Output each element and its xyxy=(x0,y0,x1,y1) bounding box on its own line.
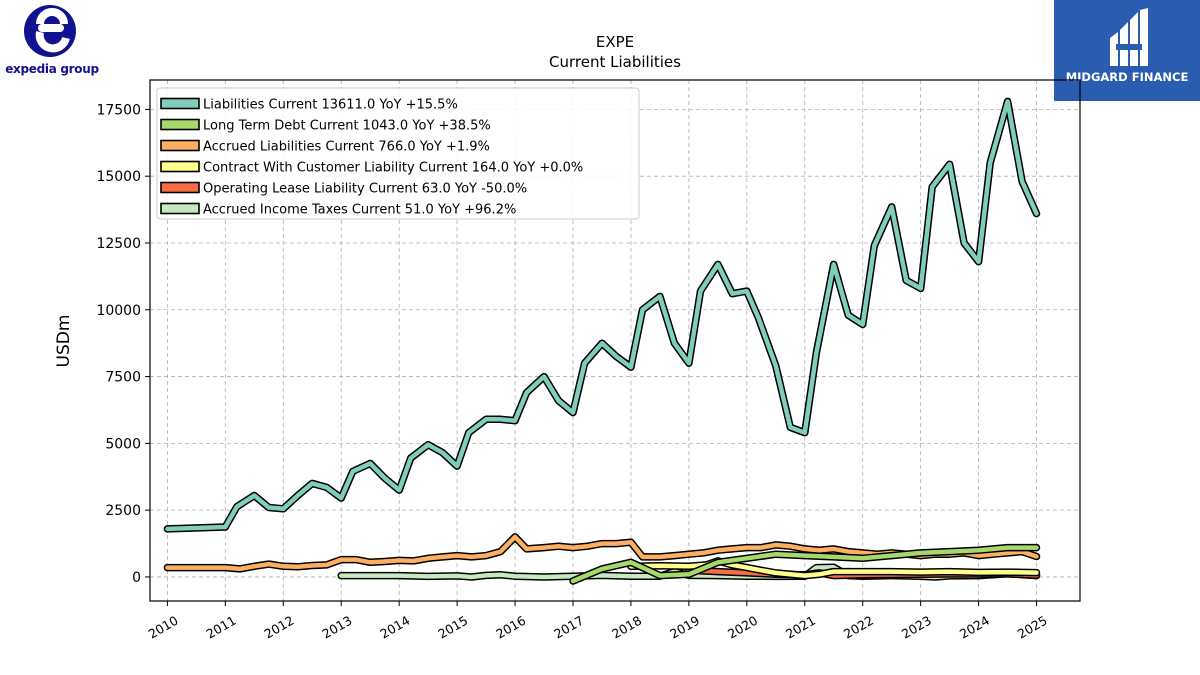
legend-label: Accrued Income Taxes Current 51.0 YoY +9… xyxy=(203,203,516,218)
expedia-group-logo: expedia group xyxy=(4,4,100,80)
y-tick-label: 5000 xyxy=(105,436,141,452)
series-line xyxy=(570,545,1039,584)
y-tick-label: 17500 xyxy=(96,102,141,118)
x-tick-label: 2021 xyxy=(783,613,818,642)
legend-label: Contract With Customer Liability Current… xyxy=(203,161,583,176)
midgard-logo-icon xyxy=(1110,8,1148,66)
legend-swatch xyxy=(160,181,200,194)
legend-box xyxy=(156,87,640,220)
y-tick-label: 15000 xyxy=(96,169,141,185)
x-tick-label: 2015 xyxy=(435,613,470,642)
legend: Liabilities Current 13611.0 YoY +15.5% Lo… xyxy=(156,87,640,220)
midgard-finance-logo: MIDGARD FINANCE xyxy=(1054,0,1200,101)
plot-frame xyxy=(149,79,1081,602)
x-tick-label: 2018 xyxy=(609,613,644,642)
x-tick-label: 2014 xyxy=(377,613,412,642)
x-tick-label: 2024 xyxy=(957,613,992,642)
series-line xyxy=(165,99,1039,532)
legend-swatch xyxy=(160,118,200,131)
x-tick-label: 2019 xyxy=(667,613,702,642)
legend-swatch xyxy=(160,97,200,110)
logo-left-text: expedia group xyxy=(5,62,99,76)
y-tick-label: 0 xyxy=(132,570,141,586)
x-tick-label: 2012 xyxy=(261,613,296,642)
x-tick-label: 2016 xyxy=(493,613,528,642)
legend-label: Accrued Liabilities Current 766.0 YoY +1… xyxy=(203,140,490,155)
x-tick-label: 2025 xyxy=(1015,613,1050,642)
y-tick-label: 7500 xyxy=(105,370,141,386)
legend-label: Liabilities Current 13611.0 YoY +15.5% xyxy=(203,98,458,113)
x-tick-label: 2017 xyxy=(551,613,586,642)
chart-subtitle: Current Liabilities xyxy=(549,53,681,71)
legend-swatch xyxy=(160,202,200,215)
y-tick-label: 2500 xyxy=(105,503,141,519)
series-lines xyxy=(163,97,1041,585)
expedia-logo-icon xyxy=(24,5,76,57)
y-tick-label: 12500 xyxy=(96,236,141,252)
legend-label: Operating Lease Liability Current 63.0 Y… xyxy=(203,182,527,197)
x-tick-label: 2010 xyxy=(146,613,181,642)
x-tick-label: 2022 xyxy=(841,613,876,642)
legend-swatch xyxy=(160,160,200,173)
legend-label: Long Term Debt Current 1043.0 YoY +38.5% xyxy=(203,119,491,134)
x-tick-label: 2023 xyxy=(899,613,934,642)
chart-title: EXPE xyxy=(596,33,634,51)
x-tick-label: 2011 xyxy=(204,613,239,642)
y-axis-label: USDm xyxy=(54,315,74,368)
x-tick-label: 2020 xyxy=(725,613,760,642)
legend-swatch xyxy=(160,139,200,152)
x-tick-label: 2013 xyxy=(319,613,354,642)
y-tick-label: 10000 xyxy=(96,303,141,319)
logo-right-text: MIDGARD FINANCE xyxy=(1065,70,1189,84)
